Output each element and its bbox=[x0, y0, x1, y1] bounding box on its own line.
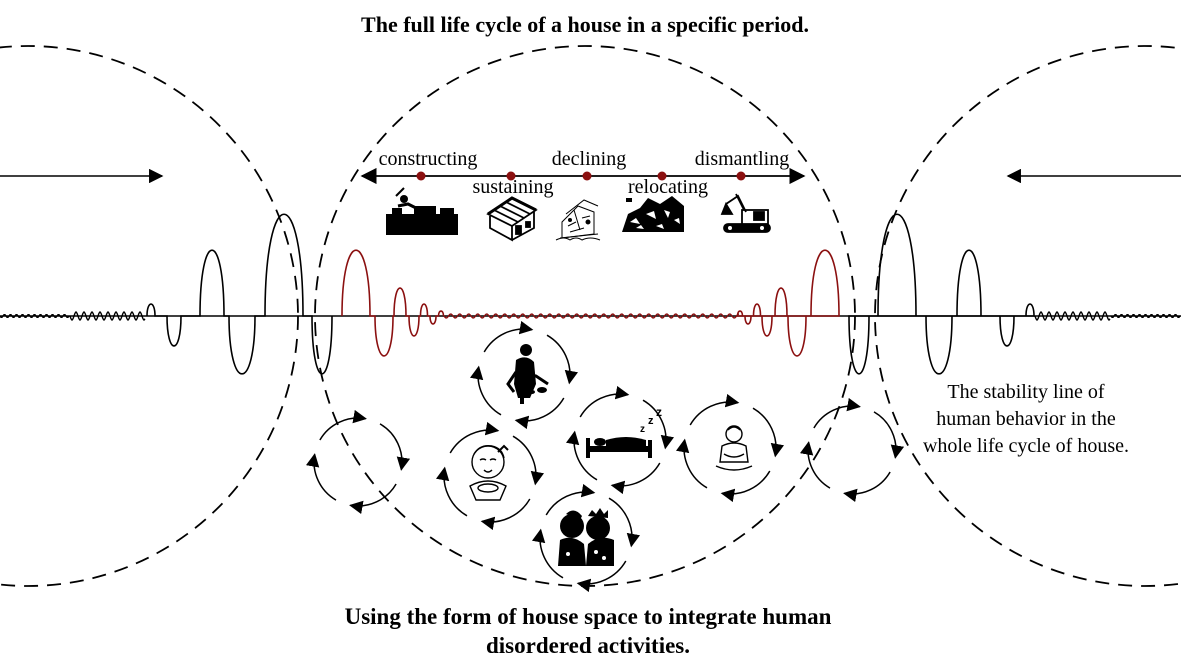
stability-note-line-1: The stability line of bbox=[947, 381, 1105, 403]
cycle-arrow bbox=[576, 560, 627, 593]
cycle-arrow bbox=[514, 397, 565, 430]
cycle-arrow bbox=[546, 334, 579, 385]
wave-left-ripple bbox=[69, 310, 146, 322]
ruins-icon bbox=[622, 196, 684, 232]
bottom-caption-line-1: Using the form of house space to integra… bbox=[345, 604, 832, 629]
timeline-dot-sustaining bbox=[506, 171, 516, 181]
cycle-arrow bbox=[608, 497, 641, 548]
cycle-arrow bbox=[305, 453, 337, 501]
cycle-arrow bbox=[873, 411, 905, 459]
cycle-arrow bbox=[379, 423, 411, 471]
cycle-arrow bbox=[449, 421, 500, 454]
wave-right-ripple bbox=[1034, 310, 1111, 322]
activity-icons: z z z bbox=[469, 344, 753, 566]
stage-label-constructing: constructing bbox=[379, 148, 478, 170]
cycle-right-empty bbox=[799, 397, 905, 503]
wave-left-lobes bbox=[146, 213, 333, 375]
couple-kissing-icon bbox=[558, 508, 614, 566]
cycle-sleeping bbox=[565, 385, 675, 495]
person-sitting-icon bbox=[715, 425, 753, 471]
svg-text:z: z bbox=[656, 405, 662, 419]
cycle-arrow bbox=[435, 466, 468, 517]
cycle-arrow bbox=[642, 399, 675, 450]
life-cycle-timeline: constructing declining dismantling susta… bbox=[360, 148, 806, 198]
cycle-arrow bbox=[752, 407, 785, 458]
cycle-arrow bbox=[531, 528, 564, 579]
person-sleeping-icon: z z z bbox=[586, 405, 662, 458]
timeline-dot-dismantling bbox=[736, 171, 746, 181]
diagram-title: The full life cycle of a house in a spec… bbox=[361, 12, 809, 37]
stage-label-relocating: relocating bbox=[628, 176, 708, 198]
cycle-arrow bbox=[675, 438, 708, 489]
cycle-couple bbox=[531, 483, 641, 593]
timeline-dot-relocating bbox=[657, 171, 667, 181]
stage-label-dismantling: dismantling bbox=[695, 148, 789, 170]
timeline-dot-declining bbox=[582, 171, 592, 181]
activity-cycles bbox=[305, 320, 905, 593]
cycle-arrow bbox=[483, 320, 534, 353]
stability-note-line-3: whole life cycle of house. bbox=[923, 435, 1129, 457]
cycle-arrow bbox=[565, 430, 598, 481]
svg-text:z: z bbox=[640, 424, 645, 435]
cycle-arrow bbox=[319, 409, 367, 441]
cycle-arrow bbox=[799, 441, 831, 489]
cycle-sitting bbox=[675, 393, 785, 503]
timeline-dot-constructing bbox=[416, 171, 426, 181]
stability-note: The stability line of human behavior in … bbox=[923, 381, 1129, 457]
stage-label-declining: declining bbox=[552, 148, 626, 170]
declining-house-icon bbox=[555, 199, 601, 241]
cycle-arrow bbox=[720, 470, 771, 503]
behavior-waves bbox=[0, 213, 1181, 375]
wave-right-lobes bbox=[848, 213, 1035, 375]
building-tools-icon bbox=[386, 187, 458, 235]
bottom-caption-line-2: disordered activities. bbox=[486, 633, 690, 658]
wave-left-red-lobes bbox=[341, 249, 445, 357]
cycle-arrow bbox=[480, 498, 531, 531]
cycle-arrow bbox=[689, 393, 740, 426]
stage-icons bbox=[386, 187, 771, 242]
wave-center-ripple bbox=[443, 313, 740, 319]
cycle-child bbox=[435, 421, 545, 531]
cycle-cooking bbox=[469, 320, 579, 430]
excavator-icon bbox=[720, 193, 771, 233]
house-icon bbox=[486, 196, 538, 242]
wave-right-flat bbox=[1110, 314, 1181, 318]
cycle-arrow bbox=[469, 365, 502, 416]
child-eating-icon bbox=[469, 444, 509, 501]
stability-note-line-2: human behavior in the bbox=[936, 408, 1116, 430]
cycle-arrow bbox=[579, 385, 630, 418]
cycle-arrow bbox=[843, 471, 891, 503]
cycle-arrow bbox=[349, 483, 397, 515]
cycle-left-empty bbox=[305, 409, 411, 515]
cycle-arrow bbox=[512, 435, 545, 486]
wave-right-red-lobes bbox=[736, 249, 840, 357]
next-cycle-circle bbox=[874, 45, 1181, 587]
stage-label-sustaining: sustaining bbox=[472, 176, 553, 198]
wave-left-flat bbox=[0, 314, 70, 318]
person-cooking-icon bbox=[506, 344, 549, 404]
cycle-arrow bbox=[545, 483, 596, 516]
cycle-arrow bbox=[813, 397, 861, 429]
svg-text:z: z bbox=[648, 415, 654, 427]
cycle-arrow bbox=[610, 462, 661, 495]
